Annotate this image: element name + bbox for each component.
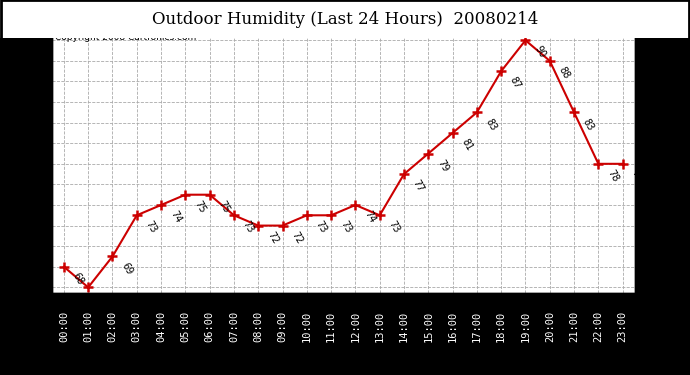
Text: 88: 88 xyxy=(557,65,571,81)
Text: 83: 83 xyxy=(484,117,499,132)
Text: 79: 79 xyxy=(435,158,450,173)
Text: 16:00: 16:00 xyxy=(448,311,457,342)
Text: Outdoor Humidity (Last 24 Hours)  20080214: Outdoor Humidity (Last 24 Hours) 2008021… xyxy=(152,11,538,28)
Text: 03:00: 03:00 xyxy=(132,311,141,342)
Text: 23:00: 23:00 xyxy=(618,311,628,342)
Text: 78: 78 xyxy=(605,168,620,184)
Text: 19:00: 19:00 xyxy=(520,311,531,342)
Text: 21:00: 21:00 xyxy=(569,311,579,342)
Text: 87: 87 xyxy=(508,75,523,91)
Text: 18:00: 18:00 xyxy=(496,311,506,342)
Text: 74: 74 xyxy=(362,209,377,225)
Text: 73: 73 xyxy=(144,219,159,235)
Text: 17:00: 17:00 xyxy=(472,311,482,342)
Text: 00:00: 00:00 xyxy=(59,311,69,342)
Text: 09:00: 09:00 xyxy=(277,311,288,342)
Text: 15:00: 15:00 xyxy=(423,311,433,342)
Text: 02:00: 02:00 xyxy=(108,311,117,342)
Text: 05:00: 05:00 xyxy=(180,311,190,342)
Text: 75: 75 xyxy=(193,199,207,215)
Text: 72: 72 xyxy=(290,230,304,246)
Text: 73: 73 xyxy=(386,219,402,235)
Text: 68: 68 xyxy=(71,271,86,286)
Text: 10:00: 10:00 xyxy=(302,311,312,342)
Text: 72: 72 xyxy=(265,230,280,246)
Text: 78: 78 xyxy=(629,168,644,184)
Text: 01:00: 01:00 xyxy=(83,311,93,342)
Text: 07:00: 07:00 xyxy=(229,311,239,342)
Text: 75: 75 xyxy=(217,199,232,215)
Text: 66: 66 xyxy=(95,291,110,307)
Text: 13:00: 13:00 xyxy=(375,311,385,342)
Text: 73: 73 xyxy=(314,219,328,235)
Text: 73: 73 xyxy=(338,219,353,235)
Text: 04:00: 04:00 xyxy=(156,311,166,342)
Text: 22:00: 22:00 xyxy=(593,311,603,342)
Text: Copyright 2008 Cartronics.com: Copyright 2008 Cartronics.com xyxy=(55,33,196,42)
Text: 90: 90 xyxy=(533,45,547,60)
Text: 08:00: 08:00 xyxy=(253,311,264,342)
Text: 12:00: 12:00 xyxy=(351,311,360,342)
Text: 69: 69 xyxy=(119,261,135,276)
Text: 14:00: 14:00 xyxy=(399,311,409,342)
Text: 20:00: 20:00 xyxy=(545,311,555,342)
Text: 83: 83 xyxy=(581,117,595,132)
Text: 11:00: 11:00 xyxy=(326,311,336,342)
Text: 73: 73 xyxy=(241,219,256,235)
Text: 06:00: 06:00 xyxy=(205,311,215,342)
Text: 74: 74 xyxy=(168,209,183,225)
Text: Outdoor Humidity (Last 24 Hours)  20080214: Outdoor Humidity (Last 24 Hours) 2008021… xyxy=(152,10,538,27)
Text: 77: 77 xyxy=(411,178,426,194)
Text: 81: 81 xyxy=(460,137,474,153)
